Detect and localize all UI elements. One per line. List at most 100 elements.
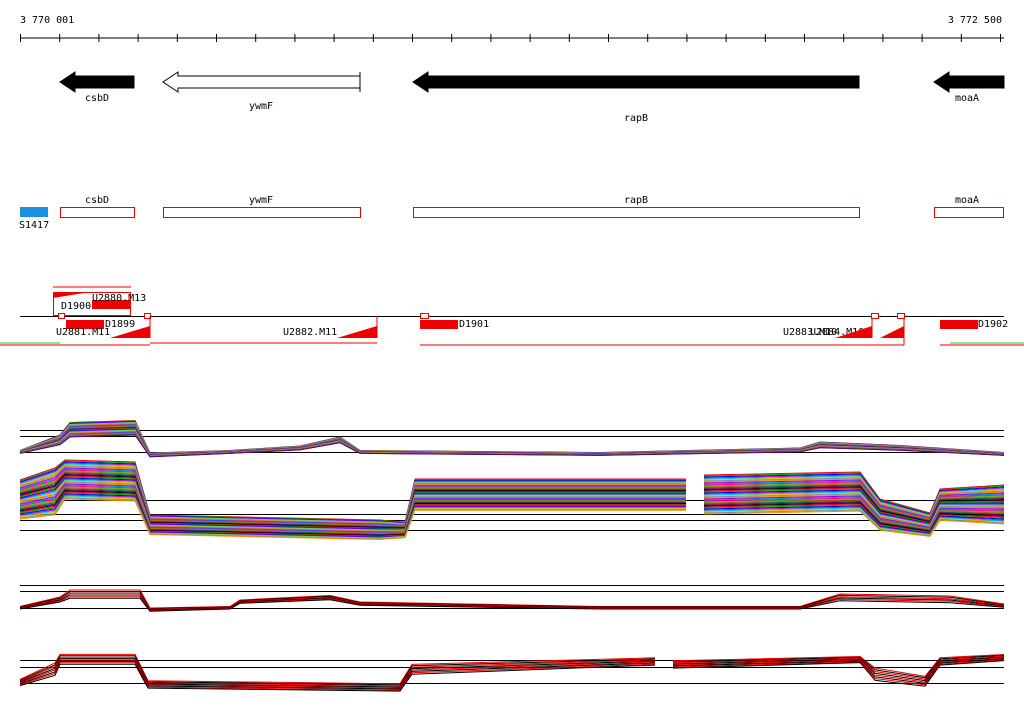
profile-line	[703, 475, 1005, 516]
feature-wedge	[835, 326, 872, 338]
profile-line	[19, 589, 1005, 609]
profile-line	[19, 653, 656, 685]
profile-line	[703, 495, 1005, 528]
profile-line	[703, 480, 1005, 519]
profile-line	[703, 478, 1005, 518]
profile-line	[703, 494, 1005, 528]
profile-line	[672, 658, 1005, 684]
profile-line	[19, 592, 1005, 610]
annotation-label: ywmF	[249, 195, 273, 206]
profile-line	[19, 424, 1005, 455]
feature-label: D1900	[61, 301, 91, 312]
feature-wedge	[110, 326, 150, 338]
profile-line	[672, 657, 1005, 683]
gene-arrow	[933, 71, 1005, 93]
profile-line	[703, 472, 1005, 515]
profile-line	[19, 424, 1005, 455]
annotation-label: moaA	[955, 195, 979, 206]
profile-line	[703, 498, 1005, 530]
profile-line	[703, 474, 1005, 516]
feature-tick	[897, 313, 905, 319]
profile-line	[703, 483, 1005, 521]
profile-line	[672, 655, 1005, 680]
annotation-track: S1417 csbD ywmF rapB moaA	[19, 195, 1004, 231]
profile-line	[703, 503, 1005, 533]
feature-label: U2881.M11	[56, 327, 110, 338]
feature-label: D1902	[978, 319, 1008, 330]
profile-line	[703, 497, 1005, 530]
profile-line	[19, 656, 656, 687]
feature-wedge	[880, 326, 904, 338]
profile-line	[19, 662, 656, 691]
profile-line	[703, 501, 1005, 532]
profile-line	[703, 477, 1005, 518]
profile-line	[703, 508, 1005, 536]
profile-line	[703, 507, 1005, 536]
gene-label: moaA	[955, 93, 979, 104]
profile-line	[19, 655, 656, 686]
profile-line	[672, 654, 1005, 679]
gene-label: ywmF	[249, 101, 273, 112]
feature-box	[53, 292, 131, 316]
profile-line	[672, 654, 1005, 677]
annotation-label: csbD	[85, 195, 109, 206]
profile-line	[703, 482, 1005, 521]
annotation-box	[60, 207, 135, 218]
annotation-box	[163, 207, 361, 218]
profile-line	[19, 427, 1005, 456]
profile-line	[19, 594, 1005, 611]
profile-line	[19, 663, 656, 692]
profile-line	[19, 658, 656, 688]
profile-line	[703, 490, 1005, 525]
profile-line	[703, 473, 1005, 515]
profile-line	[19, 426, 1005, 456]
profile-panels	[19, 419, 1005, 692]
profile-line	[703, 476, 1005, 517]
profile-line	[19, 596, 1005, 612]
gene-arrow	[59, 71, 135, 93]
profile-line	[19, 597, 1005, 612]
gene-label: csbD	[85, 93, 109, 104]
feature-label: U2882.M11	[283, 327, 337, 338]
feature-label: D1899	[105, 319, 135, 330]
gene-arrow	[162, 71, 361, 93]
gene-label: rapB	[624, 113, 648, 124]
feature-label: U2880.M13	[92, 293, 146, 304]
feature-block	[420, 320, 458, 329]
profile-line	[672, 656, 1005, 682]
profile-line	[19, 498, 686, 541]
profile-line	[703, 481, 1005, 520]
profile-line	[703, 502, 1005, 533]
profile-line	[703, 487, 1005, 524]
profile-line	[703, 484, 1005, 522]
profile-line	[703, 510, 1005, 537]
feature-track: D1900 U2880.M13 D1899 U2881.M11 U2882.M1…	[0, 286, 1024, 346]
profile-line	[703, 504, 1005, 534]
feature-block	[92, 300, 130, 309]
gene-track: csbD ywmF rapB moaA	[59, 71, 1005, 124]
feature-block	[940, 320, 978, 329]
profile-line	[703, 485, 1005, 522]
profile-line	[703, 500, 1005, 531]
feature-tick	[58, 313, 65, 319]
profile-line	[703, 491, 1004, 526]
profile-line	[703, 499, 1005, 531]
ruler-end: 3 772 500	[948, 15, 1002, 26]
feature-wedge	[53, 292, 90, 298]
annotation-box	[934, 207, 1004, 218]
feature-label: U2883.M10	[783, 327, 837, 338]
profile-line	[703, 471, 1005, 514]
feature-block	[66, 320, 104, 329]
feature-tick	[871, 313, 879, 319]
feature-label: D1901	[459, 319, 489, 330]
profile-line	[672, 659, 1005, 686]
profile-line	[19, 659, 656, 689]
feature-label: U2884.M10	[810, 327, 864, 338]
annotation-label: S1417	[19, 220, 49, 231]
profile-line	[19, 434, 1005, 458]
feature-wedge	[337, 326, 377, 338]
profile-line	[672, 660, 1005, 687]
profile-line	[703, 505, 1005, 534]
